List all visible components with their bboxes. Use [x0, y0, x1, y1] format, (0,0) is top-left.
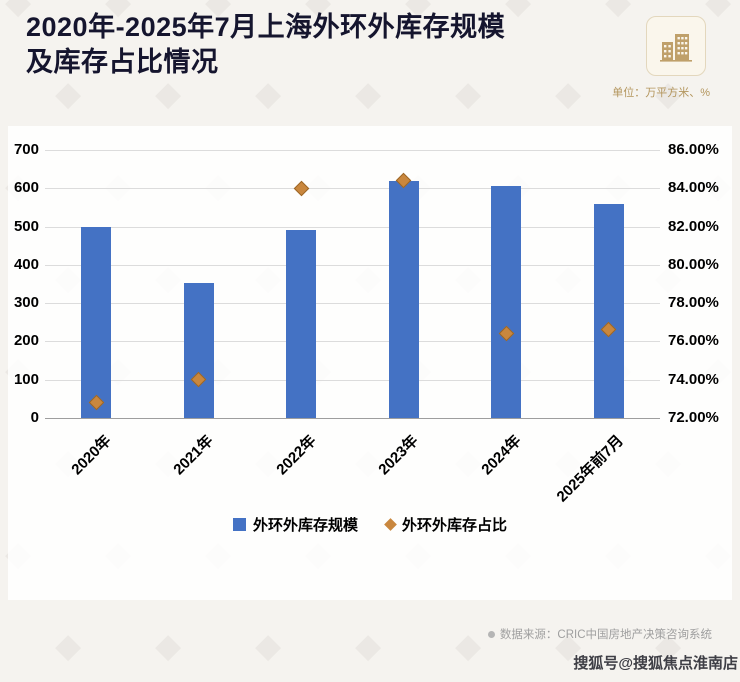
- y-axis-left-tick: 100: [13, 370, 39, 388]
- y-axis-left-tick: 0: [30, 409, 39, 426]
- y-axis-left-tick: 600: [13, 179, 39, 197]
- logo-box: [646, 16, 706, 76]
- gridline: [45, 150, 660, 151]
- watermark-glyph: ◆: [455, 627, 482, 665]
- gridline: [45, 418, 660, 419]
- y-axis-right-tick: 72.00%: [668, 409, 719, 426]
- y-axis-left-tick: 500: [13, 217, 39, 235]
- bottom-watermark: 搜狐号@搜狐焦点淮南店: [573, 655, 738, 672]
- y-axis-right-tick: 82.00%: [668, 217, 719, 235]
- watermark-glyph: ◆: [505, 0, 532, 21]
- y-axis-right-tick: 86.00%: [668, 141, 719, 158]
- chart-panel: 外环外库存规模 外环外库存占比 0 72.00% 100 74.00% 200 76.00%…: [8, 126, 732, 600]
- source-bullet-icon: [487, 630, 495, 638]
- watermark-glyph: ◆: [705, 0, 732, 21]
- bar-2023年: [388, 180, 419, 418]
- y-axis-left-tick: 300: [13, 294, 39, 312]
- y-axis-right-tick: 78.00%: [668, 294, 719, 312]
- y-axis-left-tick: 400: [13, 255, 39, 273]
- x-axis-label: 2022年: [273, 432, 320, 479]
- gridline: [45, 226, 660, 228]
- x-axis-label: 2025年前7月: [553, 432, 627, 506]
- y-axis-left-tick: 700: [13, 141, 39, 158]
- watermark-glyph: ◆: [605, 0, 632, 21]
- watermark-glyph: ◆: [355, 627, 382, 665]
- gridline: [45, 188, 660, 190]
- gridline: [45, 264, 660, 266]
- scatter-point-2022年: [293, 180, 310, 197]
- y-axis-right-tick: 74.00%: [668, 370, 719, 388]
- gridline: [45, 379, 660, 381]
- legend-label: 外环外库存占比: [402, 517, 508, 534]
- title-line-1: 2020年-2025年7月上海外环外库存规模: [26, 12, 506, 42]
- source-text: 数据来源：CRIC中国房地产决策咨询系统: [499, 629, 712, 641]
- watermark-glyph: ◆: [55, 627, 82, 665]
- watermark-glyph: ◆: [555, 75, 582, 113]
- y-axis-right-tick: 76.00%: [668, 332, 719, 350]
- building-icon: [660, 34, 692, 62]
- data-source: 数据来源：CRIC中国房地产决策咨询系统: [487, 626, 712, 642]
- watermark-glyph: ◆: [155, 627, 182, 665]
- x-axis-label: 2020年: [68, 432, 115, 479]
- bar-2025年前7月: [593, 203, 624, 418]
- legend-diamond-icon: [384, 518, 397, 531]
- legend-item: 外环外库存占比: [384, 514, 508, 535]
- legend-item: 外环外库存规模: [232, 514, 358, 535]
- bar-2022年: [286, 230, 317, 418]
- title-line-2: 及库存占比情况: [26, 47, 219, 78]
- bar-2021年: [183, 283, 214, 418]
- watermark-glyph: ◆: [255, 627, 282, 665]
- page-title: 2020年-2025年7月上海外环外库存规模 及库存占比情况: [26, 10, 505, 80]
- x-axis-label: 2024年: [478, 432, 525, 479]
- legend-label: 外环外库存规模: [252, 517, 358, 534]
- legend-square-icon: [232, 518, 246, 531]
- plot-area: [45, 150, 660, 419]
- y-axis-left-tick: 200: [13, 332, 39, 350]
- gridline: [45, 303, 660, 305]
- bar-2020年: [81, 226, 112, 418]
- y-axis-right-tick: 84.00%: [668, 179, 719, 197]
- x-axis-label: 2023年: [375, 432, 422, 479]
- x-axis-label: 2021年: [170, 432, 217, 479]
- bar-2024年: [491, 186, 522, 418]
- chart-legend: 外环外库存规模 外环外库存占比: [8, 514, 732, 535]
- gridline: [45, 341, 660, 343]
- y-axis-right-tick: 80.00%: [668, 255, 719, 273]
- unit-note: 单位：万平方米、%: [612, 87, 710, 99]
